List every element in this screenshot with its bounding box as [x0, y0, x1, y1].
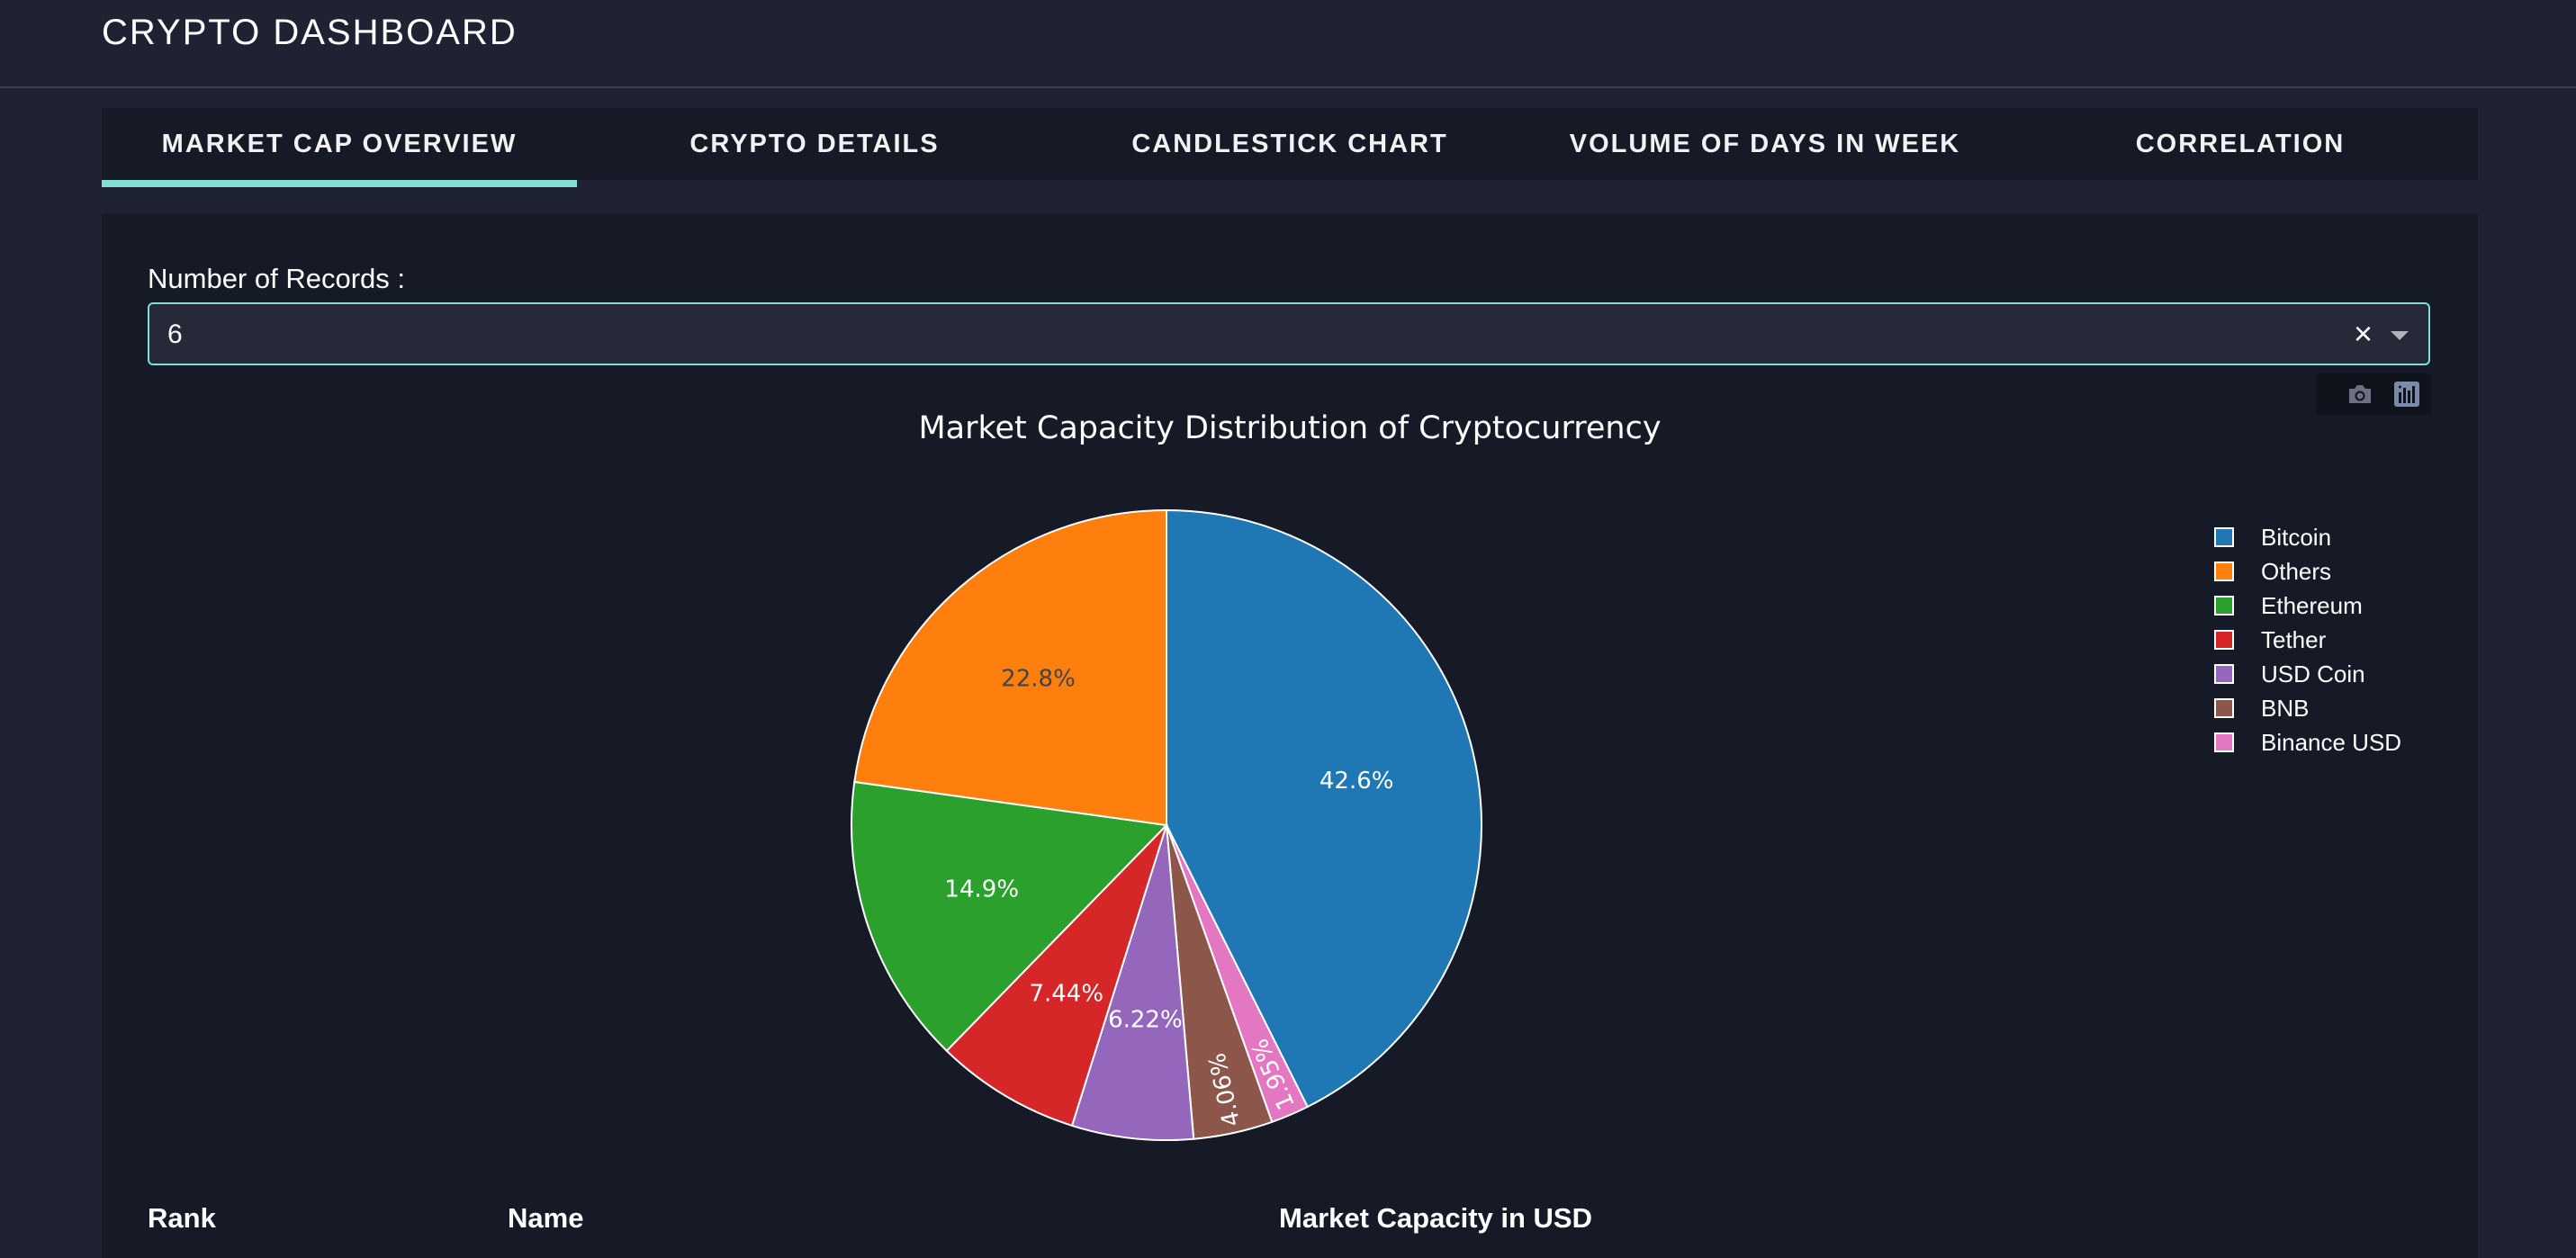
- legend-swatch: [2214, 698, 2234, 718]
- app-header: CRYPTO DASHBOARD: [0, 0, 2576, 88]
- legend-label: USD Coin: [2261, 660, 2365, 687]
- legend-label: Binance USD: [2261, 728, 2402, 756]
- tab-crypto-details[interactable]: CRYPTO DETAILS: [689, 129, 940, 158]
- tab-candlestick-chart[interactable]: CANDLESTICK CHART: [1131, 129, 1448, 158]
- pie-label-tether: 7.44%: [1029, 980, 1103, 1007]
- pie-slice-bitcoin[interactable]: [1166, 508, 1482, 1109]
- clear-icon[interactable]: ×: [2353, 315, 2373, 352]
- pie-slice-ethereum[interactable]: [851, 780, 1169, 1053]
- pie-label-usd-coin: 6.22%: [1108, 1007, 1183, 1034]
- legend-item-tether[interactable]: Tether: [2214, 623, 2401, 657]
- tab-correlation[interactable]: CORRELATION: [2135, 129, 2346, 158]
- legend-swatch: [2214, 596, 2234, 616]
- legend-label: Tether: [2261, 625, 2327, 653]
- table-header-market-capacity: Market Capacity in USD: [1279, 1202, 1592, 1234]
- app-title: CRYPTO DASHBOARD: [102, 13, 518, 52]
- pie-slice-usd-coin[interactable]: [1070, 824, 1195, 1141]
- legend-item-binance-usd[interactable]: Binance USD: [2214, 725, 2401, 759]
- table-header-name: Name: [508, 1202, 584, 1234]
- legend-label: Others: [2261, 557, 2332, 585]
- records-dropdown[interactable]: 6 ×: [148, 302, 2430, 365]
- chevron-down-icon[interactable]: [2391, 331, 2409, 340]
- legend-swatch: [2214, 664, 2234, 684]
- records-label: Number of Records :: [148, 263, 405, 294]
- tab-volume-of-days-in-week[interactable]: VOLUME OF DAYS IN WEEK: [1569, 129, 1961, 158]
- legend-label: Ethereum: [2261, 591, 2363, 619]
- tab-market-cap-overview[interactable]: MARKET CAP OVERVIEW: [102, 108, 577, 187]
- table-header-rank: Rank: [148, 1202, 216, 1234]
- pie-label-others: 22.8%: [1001, 665, 1076, 692]
- legend-swatch: [2214, 527, 2234, 547]
- pie-slice-tether[interactable]: [945, 824, 1167, 1128]
- camera-icon[interactable]: [2345, 379, 2375, 409]
- chart-title: Market Capacity Distribution of Cryptocu…: [918, 410, 1661, 446]
- pie-slice-labels: 42.6%1.95%4.06%6.22%7.44%14.9%22.8%: [944, 665, 1393, 1128]
- market-cap-panel: Number of Records : 6 × Market: [102, 214, 2478, 1258]
- pie-label-ethereum: 14.9%: [944, 876, 1019, 903]
- legend-item-usd-coin[interactable]: USD Coin: [2214, 657, 2401, 691]
- legend-swatch: [2214, 732, 2234, 752]
- legend-swatch: [2214, 630, 2234, 650]
- pie-chart: Market Capacity Distribution of Cryptocu…: [102, 374, 2478, 1211]
- legend-label: BNB: [2261, 694, 2310, 722]
- legend-label: Bitcoin: [2261, 523, 2332, 551]
- pie-slices: [851, 508, 1482, 1141]
- chart-modebar: [2316, 373, 2431, 415]
- chart-legend: Bitcoin Others Ethereum Tether USD Coin BNB Bi…: [2214, 520, 2401, 759]
- tab-bar: MARKET CAP OVERVIEW CRYPTO DETAILS CANDL…: [102, 108, 2478, 187]
- pie-chart-svg: Market Capacity Distribution of Cryptocu…: [851, 410, 1662, 1141]
- legend-item-bnb[interactable]: BNB: [2214, 691, 2401, 725]
- plotly-logo-icon[interactable]: [2391, 379, 2422, 409]
- legend-swatch: [2214, 562, 2234, 581]
- legend-item-bitcoin[interactable]: Bitcoin: [2214, 520, 2401, 554]
- pie-slice-others[interactable]: [853, 508, 1167, 827]
- legend-item-ethereum[interactable]: Ethereum: [2214, 589, 2401, 623]
- pie-label-bitcoin: 42.6%: [1320, 768, 1394, 795]
- legend-item-others[interactable]: Others: [2214, 554, 2401, 589]
- records-selected-value: 6: [167, 319, 183, 349]
